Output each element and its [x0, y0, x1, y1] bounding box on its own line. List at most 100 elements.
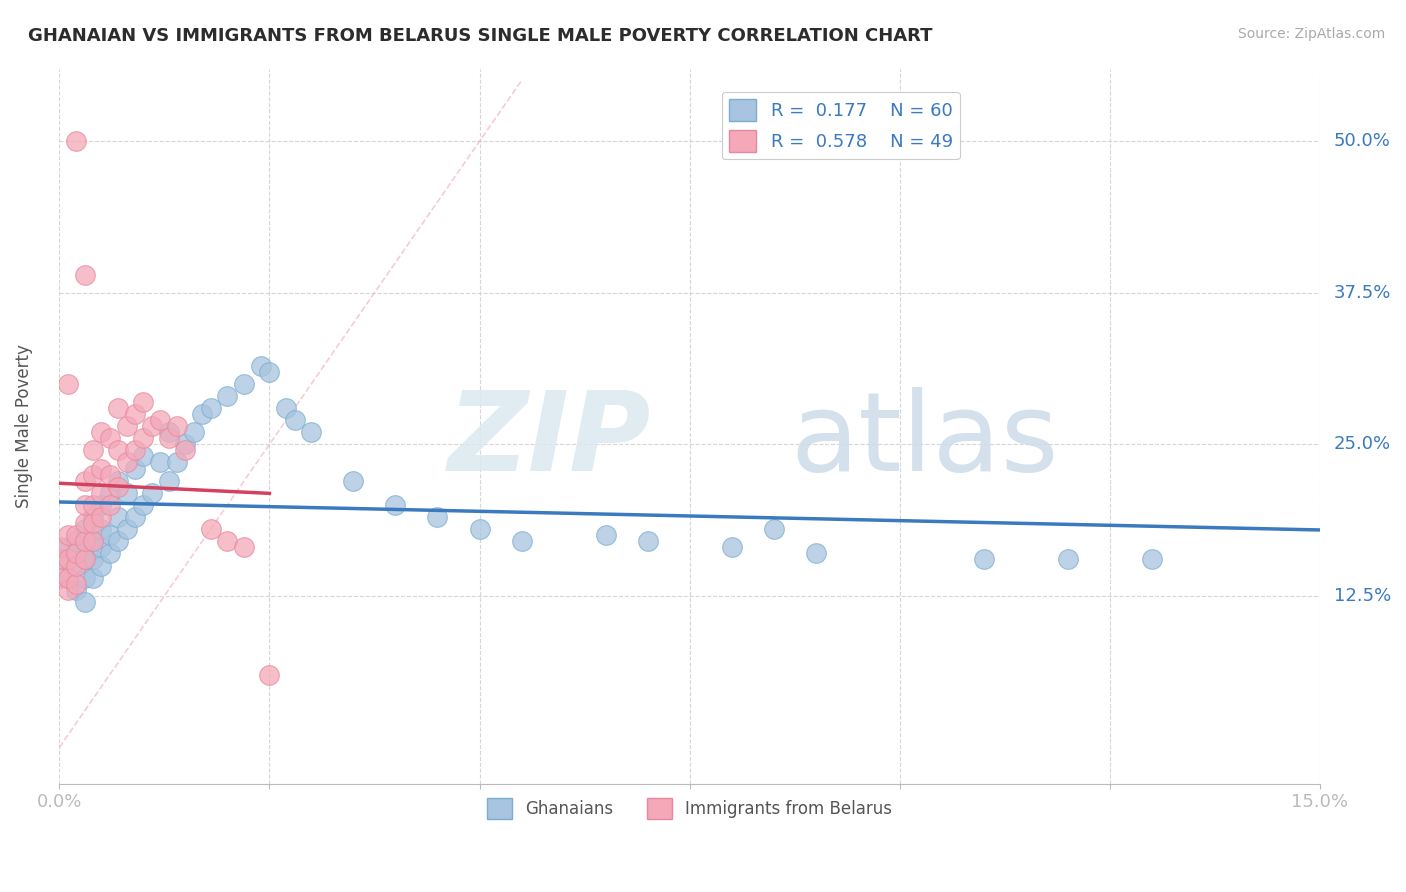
Point	[73, 552, 96, 566]
Point	[82, 498, 104, 512]
Point	[90, 541, 112, 555]
Point	[90, 522, 112, 536]
Point	[73, 268, 96, 282]
Point	[233, 376, 256, 391]
Point	[56, 541, 79, 555]
Point	[73, 552, 96, 566]
Point	[82, 467, 104, 482]
Point	[107, 474, 129, 488]
Point	[762, 522, 785, 536]
Point	[107, 534, 129, 549]
Point	[98, 467, 121, 482]
Point	[73, 571, 96, 585]
Point	[384, 498, 406, 512]
Point	[98, 528, 121, 542]
Point	[90, 425, 112, 440]
Point	[107, 480, 129, 494]
Point	[48, 571, 70, 585]
Point	[115, 485, 138, 500]
Text: ZIP: ZIP	[449, 387, 652, 494]
Point	[48, 552, 70, 566]
Point	[149, 455, 172, 469]
Point	[56, 552, 79, 566]
Point	[250, 359, 273, 373]
Point	[73, 516, 96, 530]
Point	[124, 407, 146, 421]
Point	[73, 498, 96, 512]
Point	[510, 534, 533, 549]
Point	[65, 546, 87, 560]
Point	[56, 528, 79, 542]
Point	[174, 443, 197, 458]
Point	[166, 419, 188, 434]
Point	[259, 365, 281, 379]
Text: 12.5%: 12.5%	[1334, 587, 1391, 605]
Point	[90, 461, 112, 475]
Point	[804, 546, 827, 560]
Point	[217, 389, 239, 403]
Point	[637, 534, 659, 549]
Point	[65, 558, 87, 573]
Text: 25.0%: 25.0%	[1334, 435, 1391, 453]
Point	[174, 437, 197, 451]
Point	[973, 552, 995, 566]
Point	[73, 595, 96, 609]
Point	[217, 534, 239, 549]
Point	[73, 534, 96, 549]
Text: GHANAIAN VS IMMIGRANTS FROM BELARUS SINGLE MALE POVERTY CORRELATION CHART: GHANAIAN VS IMMIGRANTS FROM BELARUS SING…	[28, 27, 932, 45]
Point	[65, 558, 87, 573]
Point	[720, 541, 742, 555]
Point	[1140, 552, 1163, 566]
Point	[65, 134, 87, 148]
Point	[132, 431, 155, 445]
Point	[90, 510, 112, 524]
Point	[342, 474, 364, 488]
Point	[82, 510, 104, 524]
Point	[149, 413, 172, 427]
Point	[124, 510, 146, 524]
Text: Source: ZipAtlas.com: Source: ZipAtlas.com	[1237, 27, 1385, 41]
Text: 37.5%: 37.5%	[1334, 284, 1391, 301]
Point	[98, 546, 121, 560]
Point	[166, 455, 188, 469]
Point	[82, 571, 104, 585]
Point	[132, 450, 155, 464]
Point	[56, 376, 79, 391]
Point	[73, 474, 96, 488]
Point	[82, 552, 104, 566]
Point	[48, 552, 70, 566]
Point	[124, 443, 146, 458]
Point	[301, 425, 323, 440]
Point	[468, 522, 491, 536]
Point	[115, 522, 138, 536]
Point	[107, 401, 129, 415]
Point	[1056, 552, 1078, 566]
Point	[82, 516, 104, 530]
Point	[56, 571, 79, 585]
Point	[132, 395, 155, 409]
Point	[82, 443, 104, 458]
Point	[65, 582, 87, 597]
Legend: Ghanaians, Immigrants from Belarus: Ghanaians, Immigrants from Belarus	[481, 792, 898, 825]
Point	[56, 582, 79, 597]
Point	[276, 401, 298, 415]
Point	[115, 419, 138, 434]
Text: atlas: atlas	[790, 387, 1059, 494]
Point	[48, 541, 70, 555]
Point	[98, 498, 121, 512]
Point	[98, 431, 121, 445]
Point	[183, 425, 205, 440]
Point	[233, 541, 256, 555]
Text: 50.0%: 50.0%	[1334, 132, 1391, 150]
Point	[65, 528, 87, 542]
Point	[200, 522, 222, 536]
Point	[65, 576, 87, 591]
Point	[107, 443, 129, 458]
Point	[200, 401, 222, 415]
Point	[90, 498, 112, 512]
Point	[73, 534, 96, 549]
Point	[73, 522, 96, 536]
Point	[82, 534, 104, 549]
Point	[132, 498, 155, 512]
Point	[157, 425, 180, 440]
